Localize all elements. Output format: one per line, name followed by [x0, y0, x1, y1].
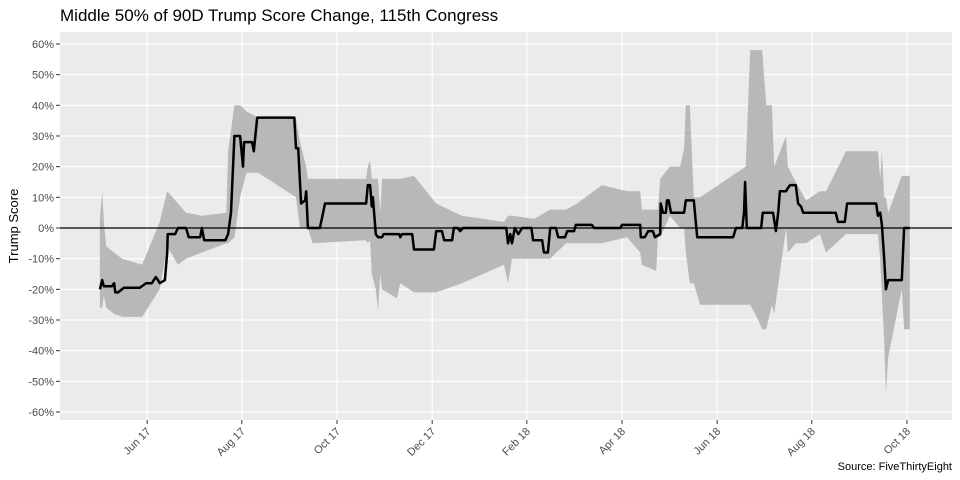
- x-tick-label: Jun 18: [691, 426, 723, 458]
- x-tick-label: Oct 18: [882, 426, 913, 457]
- y-tick-label: 30%: [32, 131, 54, 143]
- x-tick-label: Jun 17: [121, 426, 153, 458]
- x-tick-label: Aug 17: [215, 426, 248, 459]
- y-tick-label: 60%: [32, 39, 54, 51]
- source-note: Source: FiveThirtyEight: [838, 461, 952, 473]
- range-band: [99, 50, 910, 394]
- chart-title: Middle 50% of 90D Trump Score Change, 11…: [60, 6, 498, 25]
- y-tick-label: -60%: [28, 407, 54, 419]
- x-tick-label: Apr 18: [597, 426, 628, 457]
- y-tick-label: 10%: [32, 192, 54, 204]
- y-tick-label: -10%: [28, 254, 54, 266]
- x-tick-label: Aug 18: [785, 426, 818, 459]
- y-tick-label: -40%: [28, 346, 54, 358]
- y-tick-label: 0%: [38, 223, 54, 235]
- median-line: [98, 116, 910, 294]
- y-tick-label: 40%: [32, 100, 54, 112]
- x-tick-label: Feb 18: [500, 426, 533, 459]
- y-tick-label: -50%: [28, 376, 54, 388]
- y-tick-label: 20%: [32, 162, 54, 174]
- y-tick-label: -30%: [28, 315, 54, 327]
- x-tick-label: Dec 17: [405, 426, 438, 459]
- y-tick-label: 50%: [32, 70, 54, 82]
- x-tick-label: Oct 17: [312, 426, 343, 457]
- marks: [60, 50, 952, 394]
- y-tick-label: -20%: [28, 284, 54, 296]
- y-axis-label: Trump Score: [6, 189, 21, 264]
